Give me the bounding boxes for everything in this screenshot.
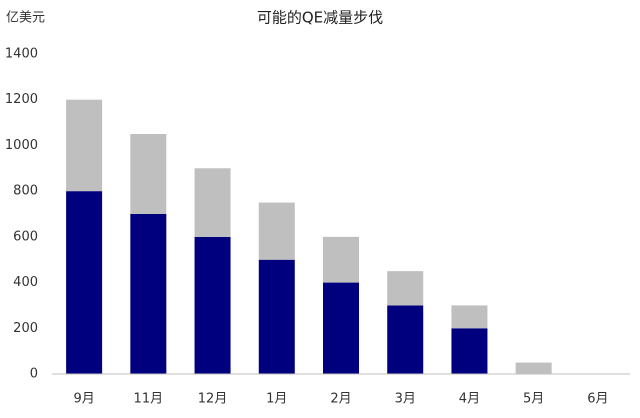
x-tick-label: 4月: [459, 392, 480, 407]
x-tick-label: 6月: [587, 392, 608, 407]
x-tick-label: 11月: [134, 392, 164, 407]
bar-segment: [515, 362, 552, 374]
bar-segment: [66, 99, 103, 192]
bar-segment: [451, 305, 488, 329]
bar-segment: [258, 202, 295, 260]
y-tick-label: 0: [30, 367, 38, 382]
x-tick-label: 9月: [73, 392, 94, 407]
bar-segment: [194, 168, 231, 237]
bar-segment: [387, 305, 424, 374]
bar-segment: [258, 259, 295, 374]
x-tick-label: 1月: [266, 392, 287, 407]
bar-segment: [323, 282, 359, 374]
x-tick-label: 5月: [523, 392, 544, 407]
y-tick-label: 1000: [5, 138, 38, 153]
x-tick-label: 2月: [330, 392, 351, 407]
y-tick-label: 1400: [5, 47, 38, 62]
bar-segment: [323, 236, 359, 283]
bar-segment: [66, 191, 103, 374]
bar-segment: [194, 236, 231, 374]
y-tick-label: 200: [13, 321, 38, 336]
bar-segment: [130, 134, 167, 214]
x-tick-label: 3月: [395, 392, 416, 407]
bar-segment: [387, 271, 424, 306]
chart-title: 可能的QE减量步伐: [257, 9, 383, 27]
x-tick-label: 12月: [198, 392, 228, 407]
y-tick-label: 800: [13, 184, 38, 199]
bar-segment: [451, 328, 488, 374]
bar-segment: [130, 214, 167, 374]
y-tick-label: 600: [13, 229, 38, 244]
y-axis-label: 亿美元: [6, 11, 45, 26]
y-tick-label: 1200: [5, 92, 38, 107]
y-tick-label: 400: [13, 275, 38, 290]
